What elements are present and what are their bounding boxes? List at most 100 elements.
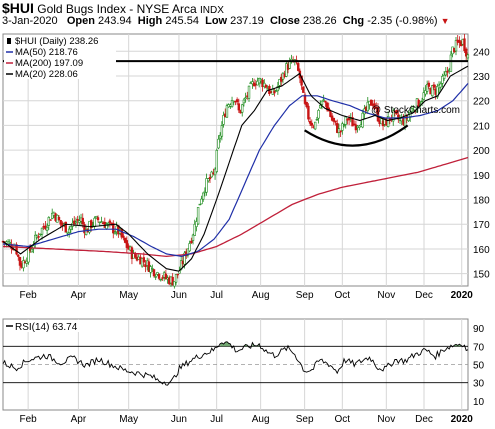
rsi-tick-label: 30 [473, 379, 485, 390]
price-candle [317, 110, 320, 119]
x-tick-label: Aug [252, 290, 270, 301]
price-candle [47, 217, 51, 226]
chg-label: Chg [342, 15, 365, 27]
index-name: Gold Bugs Index - NYSE Arca [37, 2, 197, 16]
price-candle [373, 103, 376, 109]
price-candle [386, 116, 390, 127]
x-tick-label: Nov [377, 290, 395, 301]
rsi-tick-label: 10 [473, 397, 485, 408]
price-candle [183, 252, 186, 265]
price-candle [186, 248, 190, 256]
x-tick-label: Dec [415, 414, 433, 425]
x-tick-label: Dec [415, 290, 433, 301]
price-candle [113, 232, 117, 235]
x-tick-label: Aug [252, 414, 270, 425]
price-candle [198, 203, 202, 206]
price-candle [285, 63, 288, 77]
x-tick-label: Nov [377, 414, 395, 425]
price-candle [51, 212, 54, 219]
price-candle [395, 110, 398, 114]
rsi-tick-label: 90 [473, 324, 485, 335]
price-candle [351, 117, 354, 127]
price-candle [149, 266, 152, 273]
open-label: Open [66, 15, 95, 27]
x-tick-label: Sep [296, 290, 314, 301]
y-tick-label: 160 [473, 245, 490, 256]
price-candle [334, 120, 337, 123]
price-candle [344, 116, 347, 125]
ma50-line [2, 83, 469, 258]
price-candle [300, 75, 303, 86]
ohlc-info-line: 3-Jan-2020 Open 243.94 High 245.54 Low 2… [2, 15, 450, 27]
legend-box [4, 35, 116, 79]
y-tick-label: 240 [473, 47, 490, 58]
down-arrow-icon: ▼ [440, 16, 450, 26]
price-candle [369, 99, 373, 106]
price-candle [76, 219, 79, 221]
x-tick-label: May [119, 290, 138, 301]
price-candle [439, 83, 442, 88]
rsi-tick-label: 50 [473, 361, 485, 372]
price-candle [347, 117, 351, 121]
price-candle [449, 54, 453, 72]
x-tick-label: Feb [20, 414, 38, 425]
price-candle [191, 234, 195, 241]
cup-arc [304, 124, 409, 147]
x-tick-label: Feb [20, 290, 38, 301]
price-candle [161, 277, 164, 279]
rsi-legend-box [4, 320, 86, 332]
close-label: Close [269, 15, 300, 27]
price-candle [305, 101, 308, 108]
price-candle [424, 90, 427, 95]
price-candle [276, 85, 280, 92]
price-candle [241, 104, 244, 113]
price-candle [190, 240, 193, 243]
price-candle [157, 273, 161, 279]
price-candle [164, 273, 168, 279]
price-candle [222, 115, 225, 125]
rsi-line [2, 341, 469, 386]
price-candle [134, 254, 137, 258]
price-candle [69, 226, 73, 230]
price-candle [454, 40, 458, 52]
price-candle [176, 273, 179, 276]
price-candle [339, 130, 342, 133]
price-candle [95, 216, 98, 219]
x-tick-label: Oct [335, 414, 351, 425]
price-candle [156, 272, 159, 275]
price-candle [324, 100, 327, 103]
price-candle [152, 269, 156, 277]
price-candle [81, 217, 84, 225]
low-value: 237.19 [230, 15, 264, 27]
price-panel: 150 160 170 180 190 200 210 220 230 240 Feb Apr May J… [1, 33, 490, 301]
legend-entry: MA(20) 228.06 [15, 69, 78, 80]
price-candle [200, 198, 203, 205]
price-candle [431, 85, 434, 97]
price-candle [57, 216, 61, 221]
x-tick-label: Jun [171, 414, 187, 425]
price-candle [193, 223, 196, 236]
price-candle [93, 217, 96, 228]
price-candle [230, 100, 234, 108]
price-candle [336, 123, 339, 133]
legend-entry: $HUI (Daily) 238.26 [15, 36, 98, 47]
price-candle [466, 54, 470, 59]
y-tick-label: 180 [473, 196, 490, 207]
price-candle [310, 122, 313, 126]
price-candle [40, 227, 44, 235]
price-candle [235, 99, 239, 103]
price-candle [100, 221, 103, 223]
y-tick-label: 150 [473, 270, 490, 281]
x-tick-label: Jul [210, 290, 223, 301]
x-tick-label: Jul [210, 414, 223, 425]
x-tick-label: 2020 [451, 290, 474, 301]
price-candle [217, 138, 220, 149]
chart-title: $HUI Gold Bugs Index - NYSE Arca INDX [2, 0, 224, 16]
price-candle [244, 97, 247, 100]
x-tick-label: May [119, 414, 138, 425]
rsi-overbought-fill [252, 342, 260, 347]
price-candle [303, 94, 307, 104]
price-candle [458, 39, 461, 43]
y-tick-label: 220 [473, 97, 490, 108]
